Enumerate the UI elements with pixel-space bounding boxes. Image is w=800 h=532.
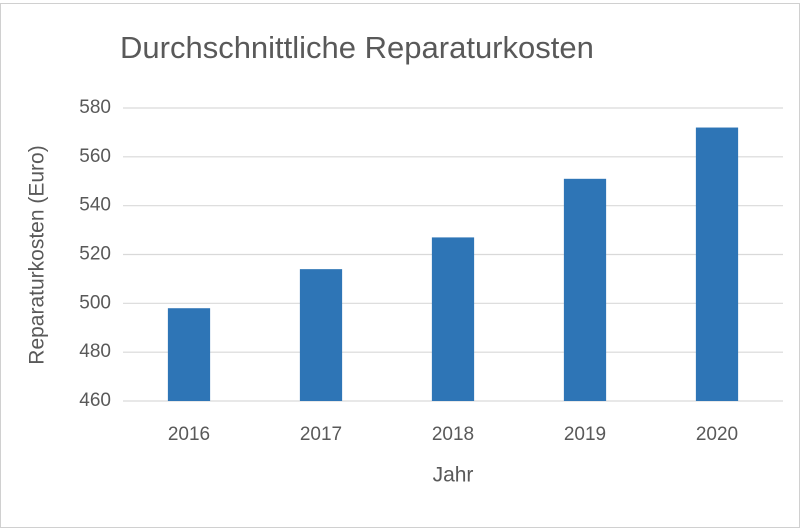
- x-tick-label: 2018: [432, 424, 474, 445]
- x-tick-label: 2020: [696, 424, 738, 445]
- bar: [431, 237, 475, 401]
- y-tick-label: 540: [79, 195, 111, 216]
- chart-title: Durchschnittliche Reparaturkosten: [120, 30, 594, 65]
- bar: [299, 269, 343, 401]
- x-tick-label: 2019: [564, 424, 606, 445]
- y-tick-label: 560: [79, 146, 111, 167]
- y-tick-label: 480: [79, 341, 111, 362]
- y-axis-label: Reparaturkosten (Euro): [26, 145, 49, 364]
- y-tick-label: 580: [79, 97, 111, 118]
- bar: [167, 308, 211, 401]
- x-tick-label: 2017: [300, 424, 342, 445]
- chart-frame: [0, 3, 800, 528]
- y-tick-label: 500: [79, 292, 111, 313]
- x-axis-label: Jahr: [433, 464, 474, 487]
- y-tick-label: 460: [79, 390, 111, 411]
- bar: [563, 178, 607, 401]
- x-tick-label: 2016: [168, 424, 210, 445]
- bar: [695, 127, 739, 402]
- y-tick-label: 520: [79, 244, 111, 265]
